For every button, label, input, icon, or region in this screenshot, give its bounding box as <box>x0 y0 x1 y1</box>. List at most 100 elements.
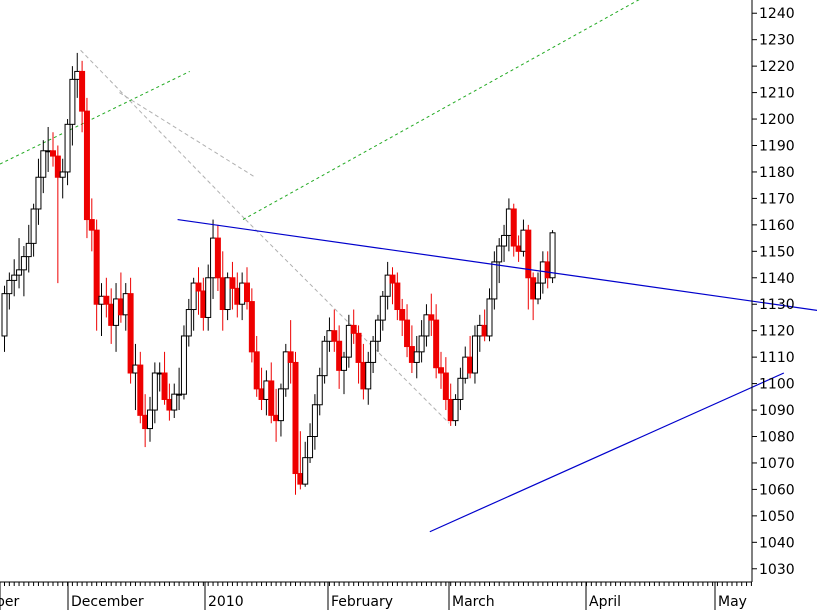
candle <box>132 343 139 411</box>
candle-body <box>452 398 459 422</box>
candle <box>190 277 197 331</box>
candle-body <box>54 155 61 178</box>
candle-body <box>69 78 76 125</box>
candle <box>151 362 158 424</box>
x-tick-label: March <box>452 594 495 610</box>
candle-body <box>25 242 32 258</box>
candle <box>321 335 328 384</box>
candle-body <box>282 351 289 390</box>
candle-body <box>374 319 381 342</box>
candle <box>389 267 396 305</box>
candle-body <box>433 319 440 369</box>
candle-body <box>476 324 483 337</box>
candle <box>253 335 260 397</box>
y-tick-label: 1090 <box>759 403 795 419</box>
candle <box>248 288 255 363</box>
y-tick-label: 1160 <box>759 218 795 234</box>
candle <box>331 309 338 352</box>
candle-body <box>544 261 551 279</box>
candle-body <box>442 372 449 400</box>
candle <box>195 267 202 315</box>
candle-body <box>103 295 110 305</box>
candle <box>93 219 100 331</box>
candle <box>384 261 391 310</box>
candle-body <box>370 340 377 363</box>
candle <box>219 251 226 331</box>
candle <box>64 119 71 186</box>
candle-body <box>190 282 197 311</box>
candle <box>117 272 124 323</box>
candle-body <box>219 277 226 311</box>
candle <box>239 272 246 321</box>
candle-body <box>350 324 357 334</box>
candle <box>180 325 187 400</box>
candle <box>535 272 541 305</box>
candle <box>374 314 381 352</box>
candle <box>59 158 66 199</box>
trendline-support <box>429 372 785 533</box>
candle <box>40 140 47 194</box>
candle <box>496 238 503 284</box>
candle-body <box>210 237 217 279</box>
candle-body <box>413 351 420 363</box>
y-tick-label: 1230 <box>759 33 795 49</box>
candle-body <box>229 277 236 289</box>
candle <box>205 264 212 331</box>
candle-body <box>287 351 294 363</box>
candle <box>404 304 411 358</box>
candle-body <box>205 277 212 318</box>
candle-body <box>438 367 444 374</box>
candle <box>30 203 37 257</box>
candle-body <box>185 309 192 337</box>
candle-body <box>74 70 81 80</box>
candle <box>316 367 323 416</box>
x-tick-label: ber <box>0 594 20 610</box>
candle-body <box>399 309 406 321</box>
candle <box>549 230 556 284</box>
y-tick-label: 1110 <box>759 350 795 366</box>
candle <box>394 272 401 321</box>
candle <box>176 367 183 411</box>
candle <box>244 267 250 310</box>
candle <box>530 272 537 321</box>
candle <box>229 261 236 310</box>
candle-body <box>549 232 556 279</box>
candle <box>452 394 459 426</box>
candle-body <box>447 398 454 422</box>
candle <box>447 383 454 426</box>
candle <box>50 132 56 167</box>
candle <box>505 198 512 252</box>
candle <box>471 325 478 384</box>
candle-body <box>224 277 231 311</box>
candle-body <box>59 171 66 178</box>
candle <box>6 272 13 310</box>
candle <box>258 367 265 411</box>
y-tick-label: 1100 <box>759 377 795 393</box>
candle-body <box>539 261 546 284</box>
candle-body <box>214 237 221 279</box>
candle-body <box>253 351 260 390</box>
candle-body <box>176 393 183 396</box>
candle <box>74 52 81 98</box>
candle <box>433 304 440 379</box>
candle <box>370 335 377 374</box>
candle-body <box>268 380 275 416</box>
candle-body <box>307 436 314 459</box>
candle <box>336 325 343 389</box>
y-tick-label: 1190 <box>759 139 795 155</box>
candle-body <box>88 219 95 231</box>
y-tick-label: 1030 <box>759 562 795 578</box>
candle-body <box>98 295 105 305</box>
candle <box>1 285 8 352</box>
candle <box>210 219 217 299</box>
candle <box>137 351 144 424</box>
candle-body <box>311 404 318 438</box>
y-tick-label: 1080 <box>759 430 795 446</box>
candle <box>350 309 357 344</box>
candle <box>224 272 231 321</box>
candle-body <box>151 372 158 411</box>
candle-body <box>365 361 372 390</box>
candle <box>467 335 474 379</box>
candle <box>79 60 86 133</box>
